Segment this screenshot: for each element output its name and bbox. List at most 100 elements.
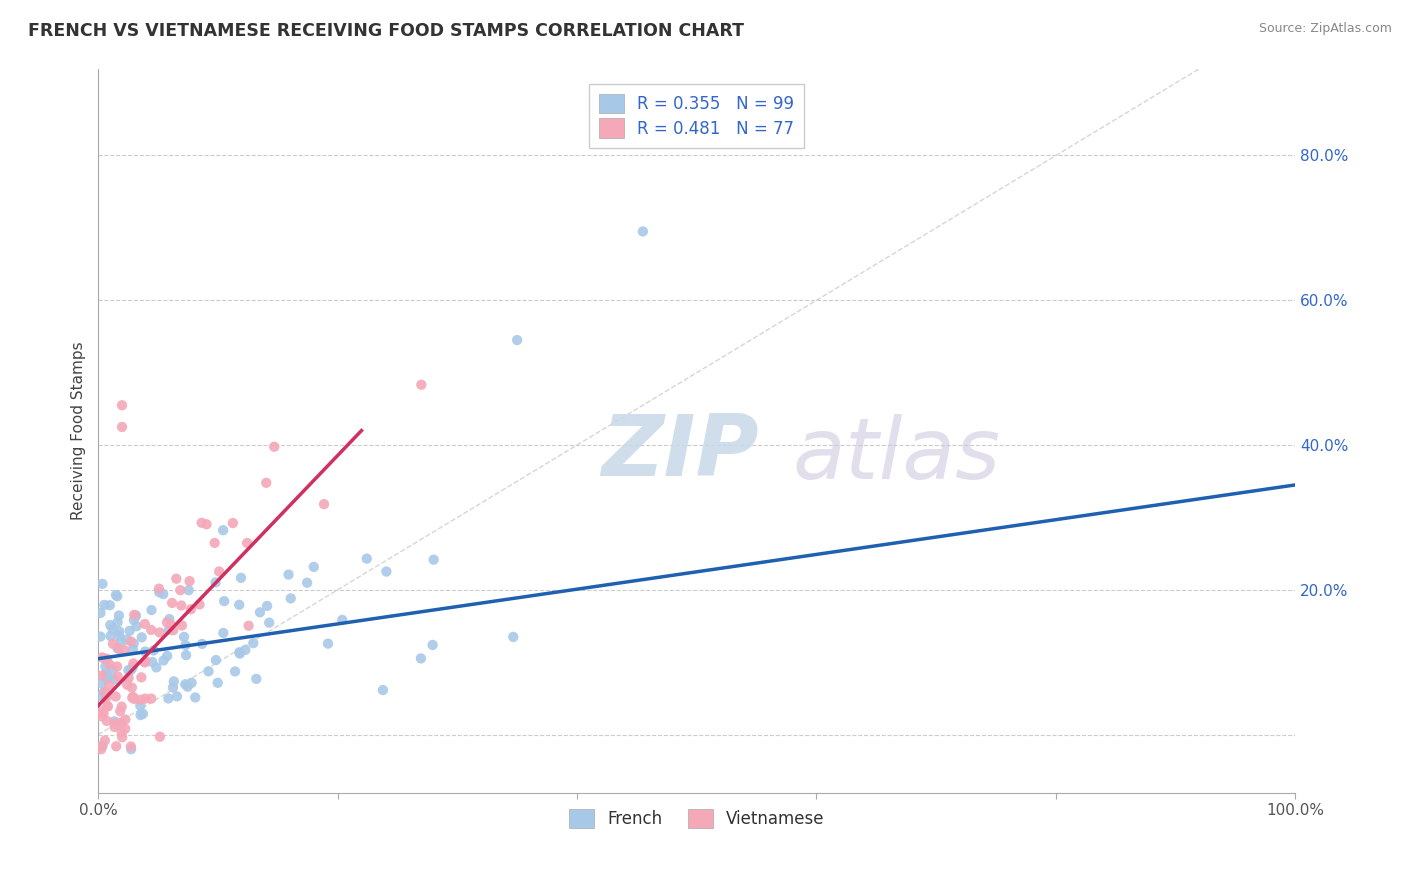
Point xyxy=(89,606,111,620)
Point xyxy=(93,651,115,665)
Point xyxy=(111,699,134,714)
Point xyxy=(107,615,129,630)
Point xyxy=(118,671,141,685)
Point xyxy=(91,650,114,665)
Point xyxy=(107,718,129,732)
Point xyxy=(157,691,180,706)
Point xyxy=(176,680,198,694)
Point xyxy=(97,699,120,714)
Point xyxy=(96,672,118,686)
Point xyxy=(111,398,134,412)
Point xyxy=(422,638,444,652)
Point xyxy=(208,565,231,579)
Point xyxy=(120,742,142,756)
Point xyxy=(129,698,152,713)
Point xyxy=(184,690,207,705)
Point xyxy=(90,676,112,690)
Point xyxy=(238,619,260,633)
Point xyxy=(132,706,155,721)
Point xyxy=(204,575,226,590)
Legend: French, Vietnamese: French, Vietnamese xyxy=(562,803,831,835)
Point xyxy=(96,652,118,666)
Point xyxy=(97,669,120,683)
Point xyxy=(256,599,278,613)
Point xyxy=(180,675,202,690)
Point xyxy=(110,715,132,730)
Point xyxy=(98,599,121,613)
Point xyxy=(105,739,128,754)
Y-axis label: Receiving Food Stamps: Receiving Food Stamps xyxy=(72,342,86,520)
Point xyxy=(93,706,115,721)
Point xyxy=(148,585,170,599)
Point xyxy=(163,674,186,689)
Point xyxy=(110,704,132,718)
Point xyxy=(142,643,165,657)
Point xyxy=(148,582,170,596)
Point xyxy=(94,667,117,681)
Text: ZIP: ZIP xyxy=(600,411,759,494)
Point xyxy=(205,653,228,667)
Point xyxy=(110,634,132,648)
Point xyxy=(229,647,252,661)
Point xyxy=(131,630,153,644)
Point xyxy=(141,623,163,637)
Point xyxy=(152,587,174,601)
Point xyxy=(94,733,117,747)
Point xyxy=(98,618,121,632)
Point xyxy=(190,516,212,530)
Point xyxy=(229,571,252,585)
Point xyxy=(212,626,235,640)
Point xyxy=(101,662,124,676)
Point xyxy=(122,607,145,622)
Point xyxy=(103,720,125,734)
Point xyxy=(422,552,444,566)
Point xyxy=(104,716,127,731)
Point xyxy=(235,643,257,657)
Point xyxy=(173,630,195,644)
Point xyxy=(295,575,318,590)
Point xyxy=(107,641,129,656)
Point xyxy=(94,659,117,673)
Point xyxy=(117,663,139,677)
Point xyxy=(224,665,246,679)
Point xyxy=(141,655,163,669)
Point xyxy=(170,618,193,632)
Point xyxy=(96,690,118,705)
Point xyxy=(122,690,145,704)
Point xyxy=(112,643,135,657)
Point xyxy=(356,551,378,566)
Point xyxy=(157,612,180,626)
Text: atlas: atlas xyxy=(793,415,1001,498)
Point xyxy=(160,596,183,610)
Point xyxy=(245,672,267,686)
Point xyxy=(131,670,153,684)
Point xyxy=(204,536,226,550)
Point xyxy=(134,644,156,658)
Point xyxy=(122,657,145,671)
Point xyxy=(141,603,163,617)
Point xyxy=(134,656,156,670)
Point xyxy=(212,594,235,608)
Point xyxy=(506,333,529,347)
Point xyxy=(104,588,127,602)
Point xyxy=(108,624,131,639)
Point xyxy=(191,637,214,651)
Point xyxy=(165,572,187,586)
Point xyxy=(631,224,654,238)
Point xyxy=(149,730,172,744)
Point xyxy=(179,574,201,588)
Point xyxy=(120,663,142,677)
Point xyxy=(96,698,118,713)
Point xyxy=(134,617,156,632)
Point xyxy=(257,615,280,630)
Point xyxy=(411,377,433,392)
Point xyxy=(89,630,111,644)
Point xyxy=(316,637,339,651)
Point xyxy=(114,713,136,727)
Point xyxy=(89,689,111,703)
Point xyxy=(89,704,111,718)
Point xyxy=(330,613,353,627)
Point xyxy=(180,602,202,616)
Point xyxy=(502,630,524,644)
Point xyxy=(188,598,211,612)
